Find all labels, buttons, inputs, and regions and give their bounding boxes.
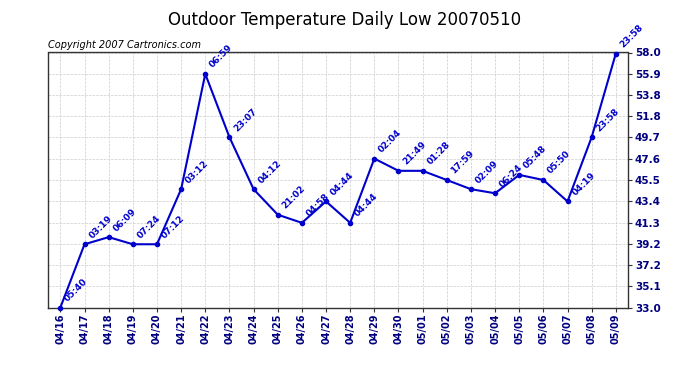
Text: 21:49: 21:49 [402, 140, 428, 166]
Text: 23:07: 23:07 [233, 106, 259, 133]
Text: 23:58: 23:58 [595, 106, 621, 133]
Text: 01:28: 01:28 [426, 140, 452, 166]
Text: 02:09: 02:09 [474, 159, 500, 185]
Text: 06:09: 06:09 [112, 206, 138, 233]
Text: 05:48: 05:48 [522, 144, 549, 171]
Text: 21:02: 21:02 [281, 184, 307, 210]
Text: 04:44: 04:44 [329, 171, 355, 197]
Text: 06:59: 06:59 [208, 43, 235, 70]
Text: 03:19: 03:19 [88, 213, 114, 240]
Text: 04:58: 04:58 [305, 192, 331, 219]
Text: 06:24: 06:24 [498, 162, 524, 189]
Text: Outdoor Temperature Daily Low 20070510: Outdoor Temperature Daily Low 20070510 [168, 11, 522, 29]
Text: 04:19: 04:19 [571, 171, 597, 197]
Text: 02:04: 02:04 [377, 128, 404, 154]
Text: 07:12: 07:12 [160, 213, 186, 240]
Text: 23:58: 23:58 [619, 23, 645, 50]
Text: 05:50: 05:50 [546, 149, 573, 176]
Text: 03:12: 03:12 [184, 159, 210, 185]
Text: 07:24: 07:24 [136, 213, 162, 240]
Text: 17:59: 17:59 [450, 149, 476, 176]
Text: Copyright 2007 Cartronics.com: Copyright 2007 Cartronics.com [48, 40, 201, 50]
Text: 05:40: 05:40 [63, 277, 90, 303]
Text: 04:44: 04:44 [353, 192, 380, 219]
Text: 04:12: 04:12 [257, 158, 283, 185]
